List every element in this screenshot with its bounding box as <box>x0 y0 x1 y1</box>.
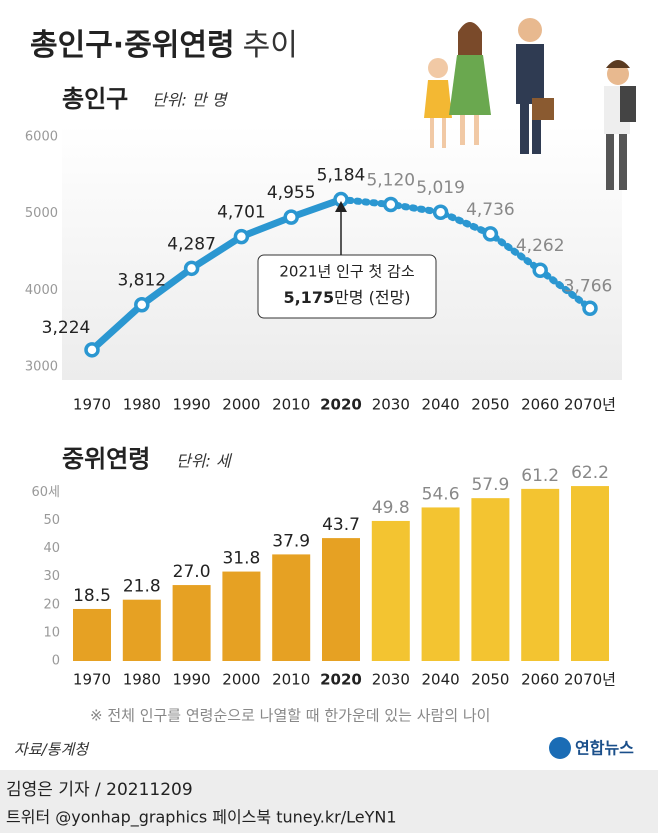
point <box>532 262 548 278</box>
annotation-text: 2021년 인구 첫 감소 <box>279 263 414 281</box>
x-tick-label: 1970 <box>73 671 111 689</box>
x-tick-label: 2070년 <box>564 396 616 414</box>
x-tick-label: 2020 <box>320 396 362 414</box>
x-tick-label: 1980 <box>123 671 161 689</box>
footer: 트위터 @yonhap_graphics 페이스북 tuney.kr/LeYN1 <box>6 808 397 828</box>
y-tick-label: 50 <box>43 513 60 528</box>
x-tick-label: 2000 <box>222 671 260 689</box>
bar <box>322 538 360 661</box>
point <box>432 204 449 220</box>
note: ※ 전체 인구를 연령순으로 나열할 때 한가운데 있는 사람의 나이 <box>90 707 490 725</box>
x-tick-label: 1970 <box>73 396 111 414</box>
point <box>233 228 250 245</box>
bar <box>471 498 510 661</box>
chart-title: 총인구 <box>62 85 128 113</box>
point <box>582 300 598 317</box>
x-tick-label: 2070년 <box>564 671 616 689</box>
x-tick-label: 2020 <box>320 671 362 689</box>
data-label: 31.8 <box>222 549 260 569</box>
line-projected <box>337 196 594 312</box>
x-tick-label: 1980 <box>123 396 161 414</box>
bar <box>421 507 460 661</box>
x-tick-label: 2000 <box>222 396 260 414</box>
y-tick-label: 40 <box>43 541 60 556</box>
data-label: 5,184 <box>317 166 366 186</box>
logo: 연합뉴스 <box>549 737 634 759</box>
bar <box>172 585 211 661</box>
y-tick-label: 20 <box>43 597 60 612</box>
data-label: 21.8 <box>123 577 161 597</box>
data-label: 49.8 <box>372 498 410 518</box>
logo-text: 연합뉴스 <box>575 739 634 758</box>
x-tick-label: 2060 <box>521 396 559 414</box>
point <box>283 209 299 225</box>
data-label: 5,120 <box>366 170 415 190</box>
source: 자료/통계청 <box>14 741 90 759</box>
x-tick-label: 2010 <box>272 671 310 689</box>
y-tick-label: 0 <box>52 654 60 669</box>
annotation-value: 5,175만명 (전망) <box>283 288 410 307</box>
data-label: 27.0 <box>173 562 211 582</box>
y-tick-label: 30 <box>43 569 60 584</box>
data-label: 57.9 <box>471 475 509 495</box>
data-label: 5,019 <box>416 178 465 198</box>
x-tick-label: 1990 <box>173 671 211 689</box>
bar <box>521 488 560 661</box>
data-label: 43.7 <box>322 515 360 535</box>
bar <box>272 554 311 661</box>
unit-label: 단위: 만 명 <box>152 91 229 110</box>
point <box>134 296 150 313</box>
x-tick-label: 2030 <box>372 671 410 689</box>
y-tick-label: 6000 <box>25 130 58 145</box>
x-tick-label: 1990 <box>173 396 211 414</box>
point <box>183 260 200 277</box>
data-label: 4,736 <box>466 200 515 220</box>
x-tick-label: 2060 <box>521 671 559 689</box>
data-label: 18.5 <box>73 586 111 606</box>
data-label: 4,955 <box>267 183 316 203</box>
y-tick-label: 5000 <box>25 206 58 221</box>
x-tick-label: 2010 <box>272 396 310 414</box>
y-tick-label: 60세 <box>31 485 60 500</box>
x-tick-label: 2050 <box>471 396 509 414</box>
y-tick-label: 3000 <box>25 360 58 375</box>
plot-background <box>62 125 622 380</box>
point <box>383 196 399 213</box>
x-tick-label: 2050 <box>471 671 509 689</box>
byline: 김영은 기자 / 20211209 <box>6 780 193 800</box>
annotation: 2021년 인구 첫 감소 5,175만명 (전망) <box>257 201 437 319</box>
bar <box>73 608 111 661</box>
y-tick-label: 4000 <box>25 283 58 298</box>
data-label: 3,766 <box>564 276 613 296</box>
data-label: 4,701 <box>217 203 266 223</box>
data-label: 3,812 <box>117 271 166 291</box>
data-label: 61.2 <box>521 466 559 486</box>
line-actual <box>89 196 343 353</box>
point <box>482 226 499 242</box>
chart-title: 중위연령 <box>62 445 150 473</box>
data-label: 4,262 <box>516 236 565 256</box>
footer-background <box>0 770 658 833</box>
data-label: 4,287 <box>167 234 216 254</box>
y-tick-label: 10 <box>43 625 60 640</box>
data-label: 62.2 <box>571 463 609 483</box>
data-label: 3,224 <box>42 318 91 338</box>
bar <box>571 486 609 661</box>
x-tick-label: 2040 <box>422 396 460 414</box>
illustration <box>424 18 636 190</box>
x-tick-label: 2040 <box>422 671 460 689</box>
data-label: 54.6 <box>422 484 460 504</box>
data-label: 37.9 <box>272 531 310 551</box>
title: 총인구·중위연령 추이 <box>30 28 298 63</box>
x-tick-label: 2030 <box>372 396 410 414</box>
bar <box>371 520 410 661</box>
bar <box>122 599 161 661</box>
bar <box>222 571 261 661</box>
point <box>84 342 100 358</box>
unit-label: 단위: 세 <box>176 452 233 471</box>
